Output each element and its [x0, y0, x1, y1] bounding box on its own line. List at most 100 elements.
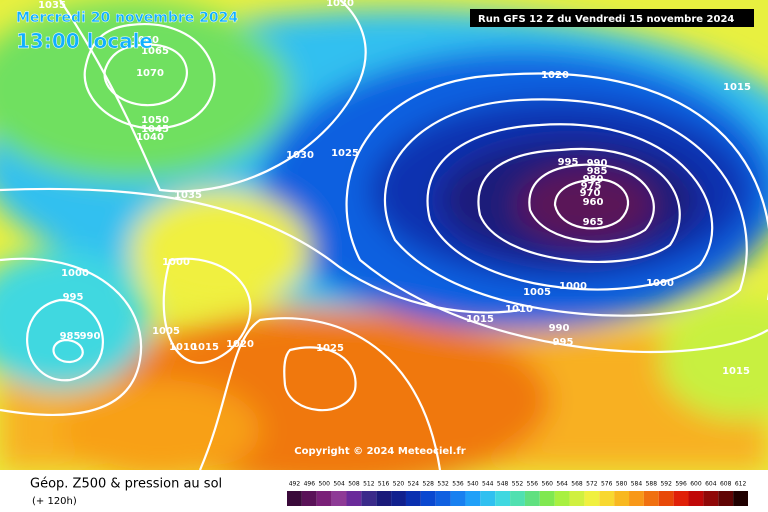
isobar-label: 1000	[61, 268, 89, 279]
scale-label: 568	[571, 481, 583, 488]
isobar-label: 1025	[316, 343, 344, 354]
scale-swatch	[718, 491, 734, 506]
scale-swatch	[435, 491, 451, 506]
isobar-label: 1000	[162, 257, 190, 268]
scale-label: 500	[318, 481, 330, 488]
isobar-label: 1015	[722, 366, 750, 377]
scale-swatch	[465, 491, 481, 506]
scale-label: 576	[601, 481, 613, 488]
scale-label: 580	[616, 481, 628, 488]
scale-label: 596	[675, 481, 687, 488]
isobar-label: 1045	[141, 124, 169, 135]
isobar-label: 1035	[38, 0, 66, 11]
scale-swatch	[510, 491, 525, 506]
scale-label: 608	[720, 481, 732, 488]
isobars	[0, 0, 768, 470]
map-field	[0, 0, 768, 470]
scale-label: 604	[705, 481, 717, 488]
isobar-label: 995	[553, 337, 574, 348]
scale-swatch	[629, 491, 644, 506]
scale-label: 492	[289, 481, 301, 488]
scale-label: 612	[735, 481, 747, 488]
scale-swatch	[554, 491, 570, 506]
isobar-label: 995	[558, 157, 579, 168]
scale-swatch	[301, 491, 317, 506]
scale-label: 496	[304, 481, 316, 488]
scale-label: 528	[423, 481, 435, 488]
isobar-label: 965	[583, 217, 604, 228]
scale-label: 560	[542, 481, 554, 488]
isobar-label: 1035	[174, 190, 202, 201]
isobar-label: 1070	[136, 68, 164, 79]
time: 13:00 locale	[16, 29, 153, 53]
scale-swatch	[524, 491, 540, 506]
scale-label: 520	[393, 481, 405, 488]
scale-label: 504	[333, 481, 345, 488]
scale-label: 516	[378, 481, 390, 488]
scale-label: 556	[527, 481, 539, 488]
legend-title: Géop. Z500 & pression au sol	[30, 477, 222, 492]
scale-label: 588	[646, 481, 658, 488]
scale-swatch	[703, 491, 719, 506]
isobar-label: 1010	[505, 304, 533, 315]
scale-swatch	[316, 491, 332, 506]
scale-label: 572	[586, 481, 598, 488]
isobar-label: 1050	[141, 115, 169, 126]
isobar-label: 990	[549, 323, 570, 334]
color-scale: 492 496 500 504 508 512 516 520 524 528 532 536 540 5…	[287, 481, 748, 506]
scale-label: 532	[437, 481, 449, 488]
copyright: Copyright © 2024 Meteociel.fr	[294, 446, 465, 457]
isobar-label: 1065	[141, 46, 169, 57]
scale-swatch	[673, 491, 689, 506]
scale-swatch	[346, 491, 362, 506]
isobar-labels: 1035 1060 1065 1070 1050 1045 1040 1030 …	[38, 0, 751, 377]
isobar-label: 1000	[646, 278, 674, 289]
scale-swatch	[614, 491, 630, 506]
isobar-label: 1015	[723, 82, 751, 93]
scale-swatch	[420, 491, 436, 506]
isobar-label: 1020	[541, 70, 569, 81]
isobar-label: 1005	[152, 326, 180, 337]
scale-swatch	[584, 491, 600, 506]
scale-label: 552	[512, 481, 524, 488]
scale-swatch	[539, 491, 555, 506]
scale-label: 512	[363, 481, 375, 488]
scale-label: 600	[690, 481, 702, 488]
isobar-label: 990	[80, 331, 101, 342]
scale-label: 508	[348, 481, 360, 488]
date: Mercredi 20 novembre 2024	[16, 10, 238, 26]
scale-label: 536	[452, 481, 464, 488]
run-box	[470, 9, 754, 27]
isobar-label: 975	[581, 181, 602, 192]
scale-swatch	[688, 491, 704, 506]
isobar-label: 1015	[191, 342, 219, 353]
isobar-label: 960	[583, 197, 604, 208]
scale-label: 548	[497, 481, 509, 488]
scale-label: 564	[556, 481, 568, 488]
scale-swatch	[287, 491, 302, 506]
scale-swatch	[361, 491, 377, 506]
run-info: Run GFS 12 Z du Vendredi 15 novembre 202…	[478, 14, 734, 25]
scale-label: 592	[660, 481, 672, 488]
isobar-label: 1000	[559, 281, 587, 292]
isobar-label: 1005	[523, 287, 551, 298]
legend-subtitle: (+ 120h)	[32, 496, 77, 507]
isobar-label: 970	[580, 188, 601, 199]
isobar-label: 995	[63, 292, 84, 303]
isobar-label: 985	[587, 166, 608, 177]
scale-label: 524	[408, 481, 420, 488]
scale-label: 544	[482, 481, 494, 488]
isobar-label: 1030	[326, 0, 354, 9]
scale-swatch	[643, 491, 659, 506]
scale-swatch	[480, 491, 496, 506]
isobar-label: 1040	[136, 132, 164, 143]
scale-swatch	[733, 491, 748, 506]
scale-swatch	[569, 491, 585, 506]
isobar-label: 1010	[169, 342, 197, 353]
scale-label: 540	[467, 481, 479, 488]
isobar-label: 1015	[466, 314, 494, 325]
scale-swatch	[450, 491, 466, 506]
scale-swatch	[599, 491, 615, 506]
isobar-label: 1020	[226, 339, 254, 350]
